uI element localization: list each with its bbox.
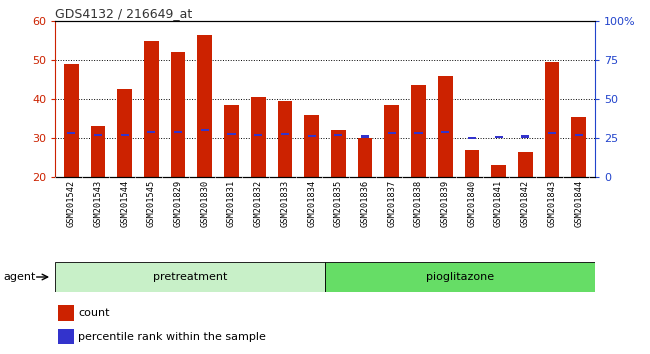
Text: GSM201843: GSM201843 (547, 179, 556, 227)
Text: count: count (78, 308, 110, 318)
Bar (55, 262, 325, 292)
Bar (90, 126, 105, 177)
Text: GSM201838: GSM201838 (414, 179, 423, 227)
Bar (144, 41, 159, 177)
Text: GSM201833: GSM201833 (280, 179, 289, 227)
Text: GSM201543: GSM201543 (94, 179, 103, 227)
Bar (548, 132, 556, 134)
Bar (441, 131, 449, 133)
Bar (121, 134, 129, 136)
Text: GSM201844: GSM201844 (574, 179, 583, 227)
Bar (58, 329, 74, 344)
Bar (361, 136, 369, 138)
Bar (307, 135, 316, 137)
Text: GSM201834: GSM201834 (307, 179, 316, 227)
Bar (94, 134, 102, 136)
Text: GSM201840: GSM201840 (467, 179, 476, 227)
Bar (198, 35, 212, 177)
Bar (491, 165, 506, 177)
Bar (224, 105, 239, 177)
Bar (388, 132, 396, 134)
Bar (571, 117, 586, 177)
Text: GSM201545: GSM201545 (147, 179, 156, 227)
Bar (174, 131, 182, 133)
Text: agent: agent (3, 272, 36, 282)
Bar (64, 64, 79, 177)
Bar (438, 76, 452, 177)
Bar (304, 115, 319, 177)
Bar (251, 97, 266, 177)
Bar (521, 136, 529, 138)
Text: GSM201837: GSM201837 (387, 179, 396, 227)
Bar (358, 138, 372, 177)
Text: GSM201842: GSM201842 (521, 179, 530, 227)
Text: GSM201830: GSM201830 (200, 179, 209, 227)
Text: GSM201836: GSM201836 (361, 179, 370, 227)
Bar (254, 134, 262, 136)
Text: GSM201544: GSM201544 (120, 179, 129, 227)
Text: GSM201839: GSM201839 (441, 179, 450, 227)
Bar (331, 130, 346, 177)
Bar (227, 133, 235, 135)
Bar (118, 89, 132, 177)
Text: pioglitazone: pioglitazone (426, 272, 494, 282)
Bar (415, 132, 422, 134)
Bar (278, 101, 292, 177)
Bar (325, 262, 595, 292)
Text: GSM201831: GSM201831 (227, 179, 236, 227)
Bar (495, 136, 502, 138)
Text: GSM201542: GSM201542 (67, 179, 76, 227)
Text: GDS4132 / 216649_at: GDS4132 / 216649_at (55, 7, 192, 20)
Text: GSM201841: GSM201841 (494, 179, 503, 227)
Bar (67, 132, 75, 134)
Bar (575, 134, 583, 136)
Bar (148, 131, 155, 133)
Text: GSM201835: GSM201835 (334, 179, 343, 227)
Text: GSM201829: GSM201829 (174, 179, 183, 227)
Bar (518, 152, 532, 177)
Bar (384, 105, 399, 177)
Bar (281, 133, 289, 135)
Text: percentile rank within the sample: percentile rank within the sample (78, 332, 266, 342)
Bar (201, 129, 209, 131)
Text: GSM201832: GSM201832 (254, 179, 263, 227)
Bar (334, 134, 343, 136)
Bar (545, 62, 560, 177)
Text: pretreatment: pretreatment (153, 272, 228, 282)
Bar (58, 305, 74, 321)
Bar (468, 137, 476, 139)
Bar (465, 150, 479, 177)
Bar (411, 85, 426, 177)
Bar (171, 52, 185, 177)
